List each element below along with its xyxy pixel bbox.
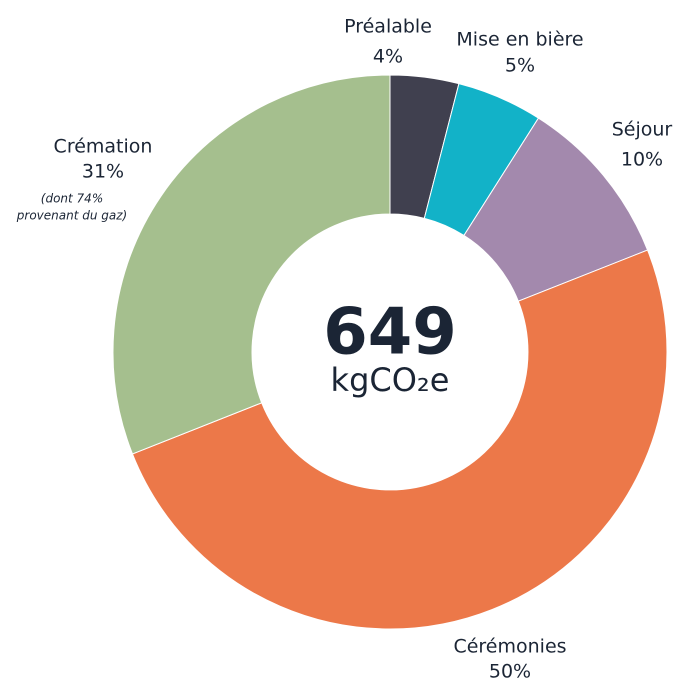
segment-label: Préalable bbox=[344, 16, 432, 38]
segment-label: Mise en bière bbox=[456, 29, 583, 51]
center-value: 649 bbox=[323, 296, 457, 370]
segment-label: Cérémonies bbox=[453, 636, 566, 658]
segment-value-label: 5% bbox=[505, 55, 535, 77]
center-unit: kgCO₂e bbox=[331, 361, 450, 399]
donut-segment bbox=[131, 249, 668, 630]
segment-value-label: 4% bbox=[373, 46, 403, 68]
segment-value-label: 31% bbox=[82, 161, 124, 183]
segment-value-label: 10% bbox=[621, 149, 663, 171]
donut-segment bbox=[112, 74, 391, 455]
segment-value-label: 50% bbox=[489, 661, 531, 683]
segment-label: Crémation bbox=[54, 136, 153, 158]
annotation: (dont 74% bbox=[41, 192, 103, 206]
segment-label: Séjour bbox=[612, 119, 673, 141]
annotation: provenant du gaz) bbox=[16, 209, 127, 223]
